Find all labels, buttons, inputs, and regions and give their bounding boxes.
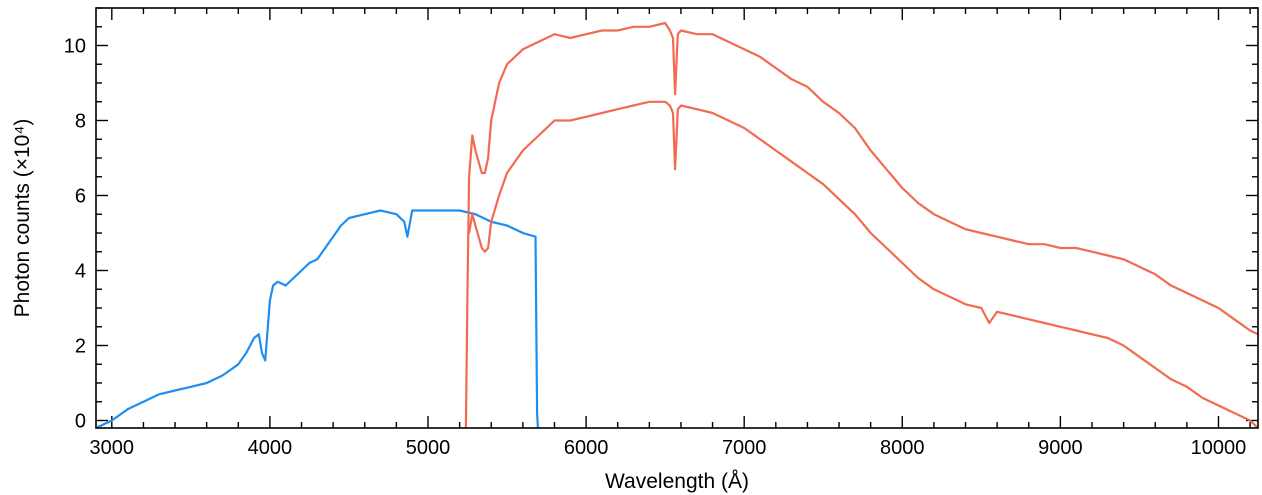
series-line-3	[468, 100, 1258, 428]
series-layer	[96, 21, 1258, 428]
x-tick-label: 9000	[1038, 437, 1083, 459]
series-line-1	[96, 209, 539, 428]
x-axis-label: Wavelength (Å)	[605, 470, 749, 493]
y-tick-label: 4	[75, 261, 86, 283]
y-tick-label: 0	[75, 411, 86, 433]
x-tick-label: 3000	[90, 437, 135, 459]
y-tick-label: 2	[75, 336, 86, 358]
x-tick-label: 4000	[248, 437, 293, 459]
series-line-2	[464, 21, 1258, 428]
y-tick-label: 10	[64, 36, 86, 58]
x-tick-label: 6000	[564, 437, 609, 459]
labels-layer: 3000 4000 5000 6000 7000 8000 9000 10000 0 2 4 6 8 10	[64, 36, 1247, 460]
y-axis-label: Photon counts (×10⁴)	[11, 119, 34, 318]
y-tick-label: 8	[75, 111, 86, 133]
x-tick-label: 7000	[722, 437, 767, 459]
plot-frame	[95, 7, 1259, 429]
x-tick-label: 10000	[1191, 437, 1247, 459]
y-tick-label: 6	[75, 186, 86, 208]
x-tick-label: 8000	[880, 437, 925, 459]
x-tick-label: 5000	[406, 437, 451, 459]
